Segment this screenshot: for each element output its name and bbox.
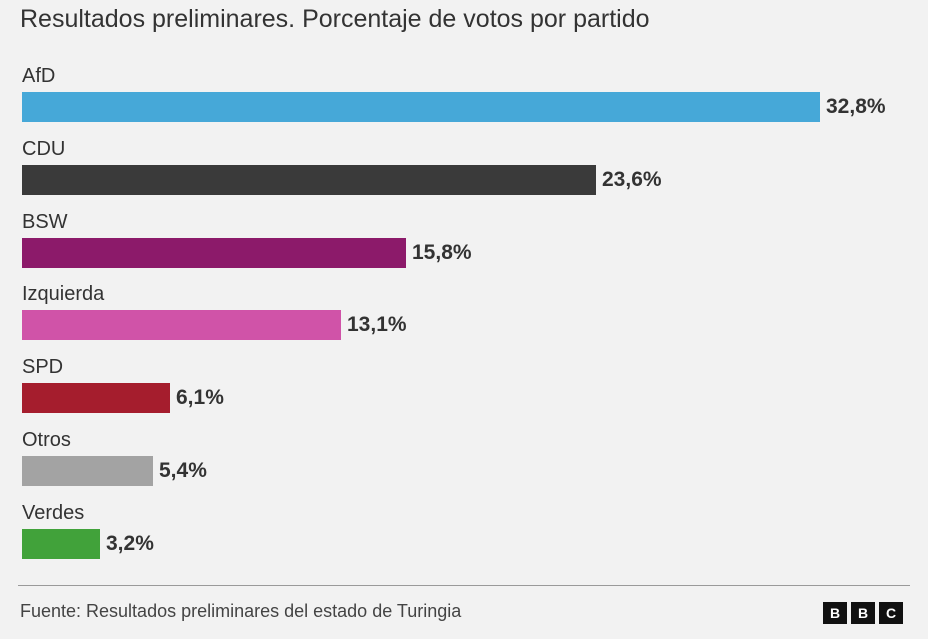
value-label-verdes: 3,2% [106,531,154,555]
bbc-logo-letter: B [823,602,847,624]
value-label-izquierda: 13,1% [347,313,407,337]
value-label-spd: 6,1% [176,386,224,410]
bar-bsw [22,237,406,268]
footer-divider [18,585,910,586]
category-label-bsw: BSW [22,210,68,233]
category-label-verdes: Verdes [22,501,85,524]
bbc-logo-letter: B [851,602,875,624]
category-label-afd: AfD [22,65,56,87]
value-label-otros: 5,4% [159,459,207,482]
bbc-logo-letter: C [879,602,903,624]
value-label-afd: 32,8% [826,95,886,118]
source-note: Fuente: Resultados preliminares del esta… [20,601,462,621]
bar-spd [22,383,170,414]
bar-cdu [22,164,596,195]
bar-izquierda [22,310,341,341]
bar-afd [22,92,820,122]
category-label-otros: Otros [22,429,71,451]
category-label-izquierda: Izquierda [22,283,105,306]
category-label-spd: SPD [22,356,64,379]
bbc-logo: B B C [823,602,903,624]
value-label-cdu: 23,6% [602,167,662,191]
bar-chart: AfD 32,8% CDU 23,6% BSW 15,8% Izquierda 13,1% SP… [22,65,886,559]
chart-title: Resultados preliminares. Porcentaje de v… [20,5,650,33]
bar-verdes [22,528,100,559]
bar-otros [22,456,153,486]
value-label-bsw: 15,8% [412,240,472,264]
category-label-cdu: CDU [22,137,66,160]
